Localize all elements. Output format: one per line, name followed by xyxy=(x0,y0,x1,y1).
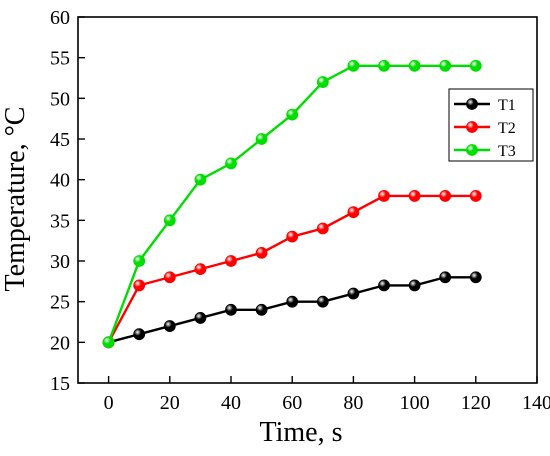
data-point xyxy=(194,263,207,276)
data-point xyxy=(469,59,482,72)
ticks-layer: 0 20 40 60 80 100 120 140 15 20 25 30 35 40 45 50 55 60 xyxy=(50,7,550,414)
data-point xyxy=(378,279,390,292)
data-point xyxy=(133,328,146,341)
y-tick-label: 40 xyxy=(50,170,70,192)
y-tick-label: 50 xyxy=(50,88,70,110)
data-point xyxy=(255,303,268,316)
series-T2 xyxy=(102,190,482,349)
legend: T1 T2 T3 xyxy=(448,88,534,162)
legend-label: T2 xyxy=(498,120,516,137)
x-tick-label: 20 xyxy=(160,392,180,414)
legend-label: T1 xyxy=(498,97,516,114)
x-tick-label: 100 xyxy=(400,392,430,414)
data-point xyxy=(469,190,482,202)
series-line-T2 xyxy=(107,194,476,343)
data-point xyxy=(286,108,299,121)
data-point xyxy=(225,157,237,170)
data-point xyxy=(225,303,237,316)
data-point xyxy=(133,255,146,267)
data-point xyxy=(347,59,360,72)
data-point xyxy=(347,206,360,219)
data-point xyxy=(316,76,329,88)
legend-item: T2 xyxy=(454,120,516,137)
data-point xyxy=(194,173,207,186)
data-point xyxy=(286,295,299,308)
data-point xyxy=(439,271,452,284)
data-point xyxy=(133,279,146,292)
data-point xyxy=(255,246,268,259)
y-tick-label: 55 xyxy=(50,48,70,70)
data-point xyxy=(408,190,421,202)
y-tick-label: 15 xyxy=(50,373,70,395)
y-tick-label: 35 xyxy=(50,210,70,232)
legend-marker xyxy=(466,144,478,156)
legend-label: T3 xyxy=(498,143,516,160)
data-point xyxy=(102,336,115,349)
plot-frame xyxy=(77,16,538,384)
data-point xyxy=(316,295,329,308)
legend-item: T3 xyxy=(454,143,516,160)
y-tick-label: 30 xyxy=(50,251,70,273)
data-point xyxy=(439,190,452,202)
x-axis-title: Time, s xyxy=(259,417,342,448)
data-point xyxy=(163,271,176,284)
data-point xyxy=(316,222,329,235)
data-point xyxy=(255,133,268,145)
data-point xyxy=(408,59,421,72)
series-T3 xyxy=(102,59,482,349)
data-point xyxy=(163,320,176,332)
series-layer xyxy=(102,59,482,349)
data-point xyxy=(225,255,237,267)
legend-marker xyxy=(466,98,478,110)
x-tick-label: 80 xyxy=(343,392,363,414)
y-axis-title: Temperature, °C xyxy=(0,107,31,292)
y-tick-label: 25 xyxy=(50,292,70,314)
data-point xyxy=(439,59,452,72)
legend-marker xyxy=(466,121,478,133)
legend-item: T1 xyxy=(454,97,516,114)
y-tick-label: 20 xyxy=(50,332,70,354)
data-point xyxy=(378,190,390,202)
data-point xyxy=(194,312,207,324)
series-T1 xyxy=(102,271,482,349)
data-point xyxy=(408,279,421,292)
data-point xyxy=(347,287,360,300)
x-tick-label: 0 xyxy=(104,392,114,414)
data-point xyxy=(286,230,299,243)
x-tick-label: 60 xyxy=(282,392,302,414)
data-point xyxy=(163,214,176,227)
x-tick-label: 120 xyxy=(461,392,491,414)
data-point xyxy=(378,59,390,72)
x-tick-label: 140 xyxy=(522,392,550,414)
data-point xyxy=(469,271,482,284)
y-tick-label: 45 xyxy=(50,129,70,151)
series-line-T1 xyxy=(108,276,476,344)
y-tick-label: 60 xyxy=(50,7,70,29)
x-tick-label: 40 xyxy=(221,392,241,414)
